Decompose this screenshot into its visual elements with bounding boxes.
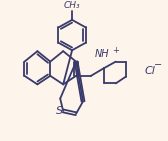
Text: −: − [154,60,162,70]
Text: CH₃: CH₃ [64,1,80,10]
Text: +: + [112,46,119,55]
Text: S: S [56,106,63,116]
Text: NH: NH [95,49,109,59]
Text: Cl: Cl [144,66,155,76]
